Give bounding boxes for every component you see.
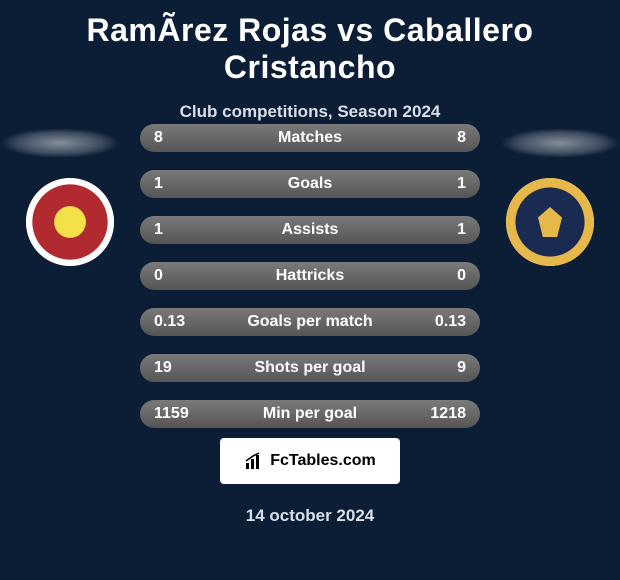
player-silhouette-left [0,128,120,158]
chart-icon [244,451,264,471]
stat-row: 1159 Min per goal 1218 [140,400,480,428]
stat-row: 1 Assists 1 [140,216,480,244]
stat-right-value: 8 [424,129,466,147]
stat-left-value: 1159 [154,405,196,423]
club-crest-left-inner [26,178,114,266]
stat-left-value: 0 [154,267,196,285]
stats-table: 8 Matches 8 1 Goals 1 1 Assists 1 0 Hatt… [140,124,480,446]
branding-badge: FcTables.com [220,438,400,484]
stat-right-value: 1 [424,175,466,193]
subtitle: Club competitions, Season 2024 [0,102,620,122]
stat-right-value: 9 [424,359,466,377]
stat-row: 0.13 Goals per match 0.13 [140,308,480,336]
stat-left-value: 1 [154,175,196,193]
stat-right-value: 0 [424,267,466,285]
stat-right-value: 0.13 [424,313,466,331]
stat-right-value: 1218 [424,405,466,423]
stat-left-value: 0.13 [154,313,196,331]
club-crest-right [506,178,594,266]
stat-left-value: 19 [154,359,196,377]
branding-text: FcTables.com [270,452,376,470]
stat-row: 1 Goals 1 [140,170,480,198]
stat-row: 0 Hattricks 0 [140,262,480,290]
stat-row: 19 Shots per goal 9 [140,354,480,382]
page-title: RamÃ­rez Rojas vs Caballero Cristancho [0,0,620,86]
stat-right-value: 1 [424,221,466,239]
date-text: 14 october 2024 [0,506,620,526]
stat-left-value: 8 [154,129,196,147]
stat-left-value: 1 [154,221,196,239]
club-crest-left [26,178,114,266]
club-crest-right-inner [506,178,594,266]
player-silhouette-right [500,128,620,158]
stat-row: 8 Matches 8 [140,124,480,152]
